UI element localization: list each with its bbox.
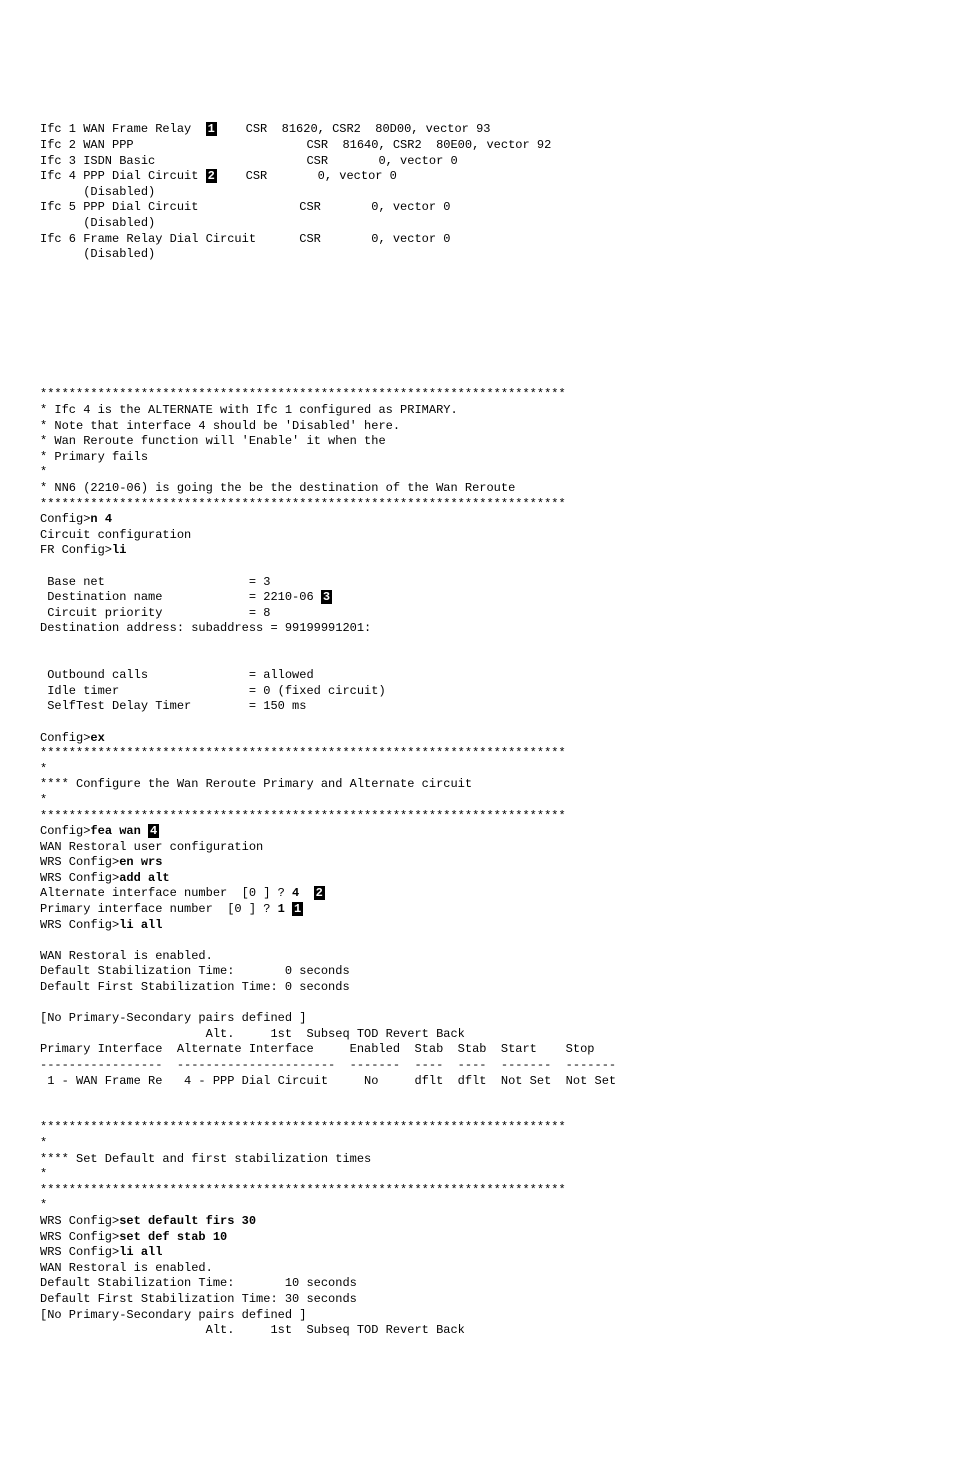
table-header2: Primary Interface Alternate Interface En… — [40, 1042, 595, 1056]
cmd-li-all: li all — [119, 918, 162, 932]
default-first-stab2: Default First Stabilization Time: 30 sec… — [40, 1292, 357, 1306]
marker-4: 4 — [148, 824, 159, 838]
cmd-li: li — [112, 543, 126, 557]
star4: * — [40, 1167, 47, 1181]
wrs-prompt3: WRS Config> — [40, 918, 119, 932]
ifc6-line: Ifc 6 Frame Relay Dial Circuit CSR 0, ve… — [40, 232, 450, 246]
comment-4: * Primary fails — [40, 450, 148, 464]
separator6: ****************************************… — [40, 1183, 566, 1197]
separator5: ****************************************… — [40, 1120, 566, 1134]
marker-1: 1 — [206, 122, 217, 136]
cmd-set-default: set default firs 30 — [119, 1214, 256, 1228]
wrs-prompt2: WRS Config> — [40, 871, 119, 885]
fr-prompt: FR Config> — [40, 543, 112, 557]
ifc4-line: Ifc 4 PPP Dial Circuit — [40, 169, 198, 183]
ifc1-rest: CSR 81620, CSR2 80D00, vector 93 — [217, 122, 491, 136]
header-repeat: Alt. 1st Subseq TOD Revert Back — [40, 1323, 465, 1337]
default-stab2: Default Stabilization Time: 10 seconds — [40, 1276, 357, 1290]
wrs-prompt5: WRS Config> — [40, 1230, 119, 1244]
alt-marker: 2 — [314, 886, 325, 900]
star5: * — [40, 1198, 47, 1212]
ifc2-line: Ifc 2 WAN PPP CSR 81640, CSR2 80E00, vec… — [40, 138, 551, 152]
comment-5: * — [40, 465, 47, 479]
wrs-prompt4: WRS Config> — [40, 1214, 119, 1228]
cmd-ex: ex — [90, 731, 104, 745]
config-prompt3: Config> — [40, 824, 90, 838]
config-prompt: Config> — [40, 512, 90, 526]
comment-6: * NN6 (2210-06) is going the be the dest… — [40, 481, 515, 495]
ifc4-disabled: (Disabled) — [40, 185, 155, 199]
terminal-output: Ifc 1 WAN Frame Relay 1 CSR 81620, CSR2 … — [40, 122, 914, 1338]
separator4: ****************************************… — [40, 809, 566, 823]
marker-3: 3 — [321, 590, 332, 604]
primary-interface: Primary interface number [0 ] ? — [40, 902, 278, 916]
circuit-priority: Circuit priority = 8 — [40, 606, 270, 620]
no-primary: [No Primary-Secondary pairs defined ] — [40, 1011, 306, 1025]
outbound: Outbound calls = allowed — [40, 668, 314, 682]
ifc1-line: Ifc 1 WAN Frame Relay — [40, 122, 191, 136]
ifc3-line: Ifc 3 ISDN Basic CSR 0, vector 0 — [40, 154, 458, 168]
cmd-set-def-stab: set def stab 10 — [119, 1230, 227, 1244]
cmd-li-all2: li all — [119, 1245, 162, 1259]
star3: * — [40, 1136, 47, 1150]
idle-timer: Idle timer = 0 (fixed circuit) — [40, 684, 386, 698]
ifc4-rest: CSR 0, vector 0 — [217, 169, 397, 183]
wrs-prompt: WRS Config> — [40, 855, 119, 869]
cmd-n4: n 4 — [90, 512, 112, 526]
table-row1: 1 - WAN Frame Re 4 - PPP Dial Circuit No… — [40, 1074, 616, 1088]
dest-addr: Destination address: subaddress = 991999… — [40, 621, 371, 635]
table-header1: Alt. 1st Subseq TOD Revert Back — [40, 1027, 465, 1041]
table-header3: ----------------- ----------------------… — [40, 1058, 616, 1072]
dest-name: Destination name = 2210-06 — [40, 590, 314, 604]
wan-enabled2: WAN Restoral is enabled. — [40, 1261, 213, 1275]
comment-1: * Ifc 4 is the ALTERNATE with Ifc 1 conf… — [40, 403, 458, 417]
comment-3: * Wan Reroute function will 'Enable' it … — [40, 434, 386, 448]
wrs-prompt6: WRS Config> — [40, 1245, 119, 1259]
ifc5-disabled: (Disabled) — [40, 216, 155, 230]
cmd-en-wrs: en wrs — [119, 855, 162, 869]
ifc5-line: Ifc 5 PPP Dial Circuit CSR 0, vector 0 — [40, 200, 450, 214]
circuit-config: Circuit configuration — [40, 528, 191, 542]
base-net: Base net = 3 — [40, 575, 270, 589]
config-prompt2: Config> — [40, 731, 90, 745]
primary-marker: 1 — [292, 902, 303, 916]
comment-set: **** Set Default and first stabilization… — [40, 1152, 371, 1166]
comment-configure: **** Configure the Wan Reroute Primary a… — [40, 777, 472, 791]
selftest: SelfTest Delay Timer = 150 ms — [40, 699, 306, 713]
no-primary2: [No Primary-Secondary pairs defined ] — [40, 1308, 306, 1322]
alt-val: 4 — [292, 886, 306, 900]
default-stab: Default Stabilization Time: 0 seconds — [40, 964, 350, 978]
cmd-fea-wan: fea wan — [90, 824, 148, 838]
cmd-add-alt: add alt — [119, 871, 169, 885]
marker-2: 2 — [206, 169, 217, 183]
separator3: ****************************************… — [40, 746, 566, 760]
star: * — [40, 762, 47, 776]
default-first-stab: Default First Stabilization Time: 0 seco… — [40, 980, 350, 994]
separator: ****************************************… — [40, 387, 566, 401]
star2: * — [40, 793, 47, 807]
primary-val: 1 — [278, 902, 285, 916]
comment-2: * Note that interface 4 should be 'Disab… — [40, 419, 400, 433]
wan-enabled: WAN Restoral is enabled. — [40, 949, 213, 963]
separator2: ****************************************… — [40, 497, 566, 511]
wan-restoral: WAN Restoral user configuration — [40, 840, 263, 854]
ifc6-disabled: (Disabled) — [40, 247, 155, 261]
alt-interface: Alternate interface number [0 ] ? — [40, 886, 292, 900]
